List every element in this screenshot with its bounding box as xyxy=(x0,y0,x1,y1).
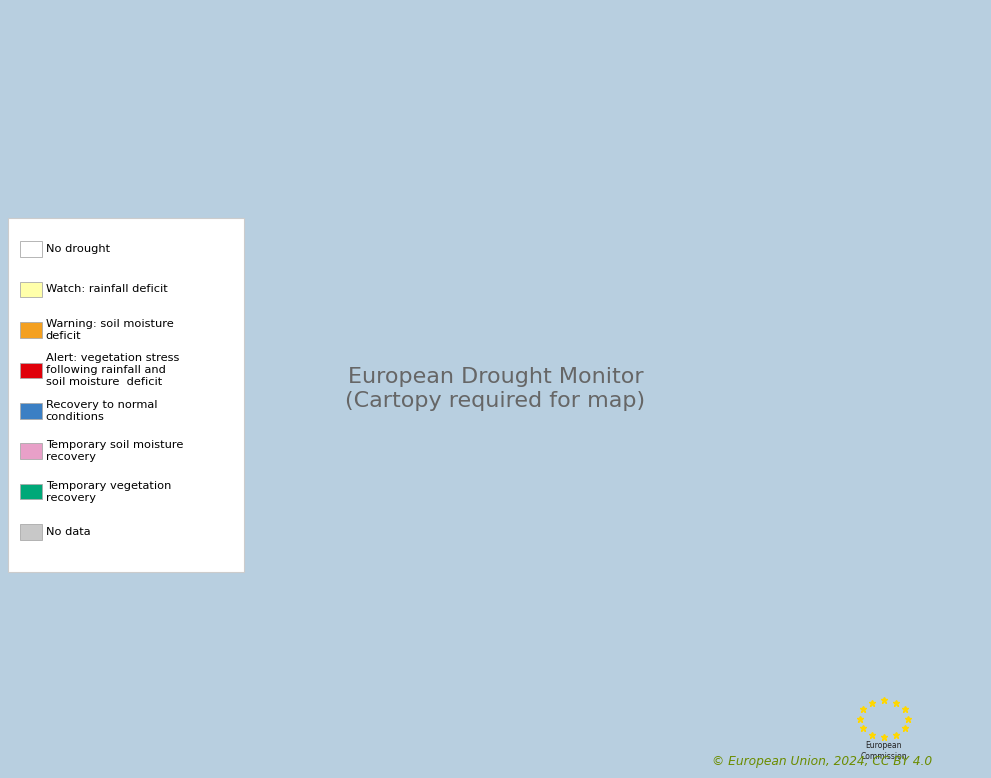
Text: Temporary vegetation
recovery: Temporary vegetation recovery xyxy=(46,481,171,503)
Text: European
Commission: European Commission xyxy=(860,741,908,761)
Text: No drought: No drought xyxy=(46,244,110,254)
Text: Watch: rainfall deficit: Watch: rainfall deficit xyxy=(46,285,167,294)
Text: © European Union, 2024, CC BY 4.0: © European Union, 2024, CC BY 4.0 xyxy=(712,755,932,768)
Text: Temporary soil moisture
recovery: Temporary soil moisture recovery xyxy=(46,440,183,462)
Text: European Drought Monitor
(Cartopy required for map): European Drought Monitor (Cartopy requir… xyxy=(346,367,645,411)
Text: Alert: vegetation stress
following rainfall and
soil moisture  deficit: Alert: vegetation stress following rainf… xyxy=(46,353,179,387)
Text: Recovery to normal
conditions: Recovery to normal conditions xyxy=(46,400,158,422)
Text: No data: No data xyxy=(46,527,90,537)
Text: Warning: soil moisture
deficit: Warning: soil moisture deficit xyxy=(46,319,173,341)
